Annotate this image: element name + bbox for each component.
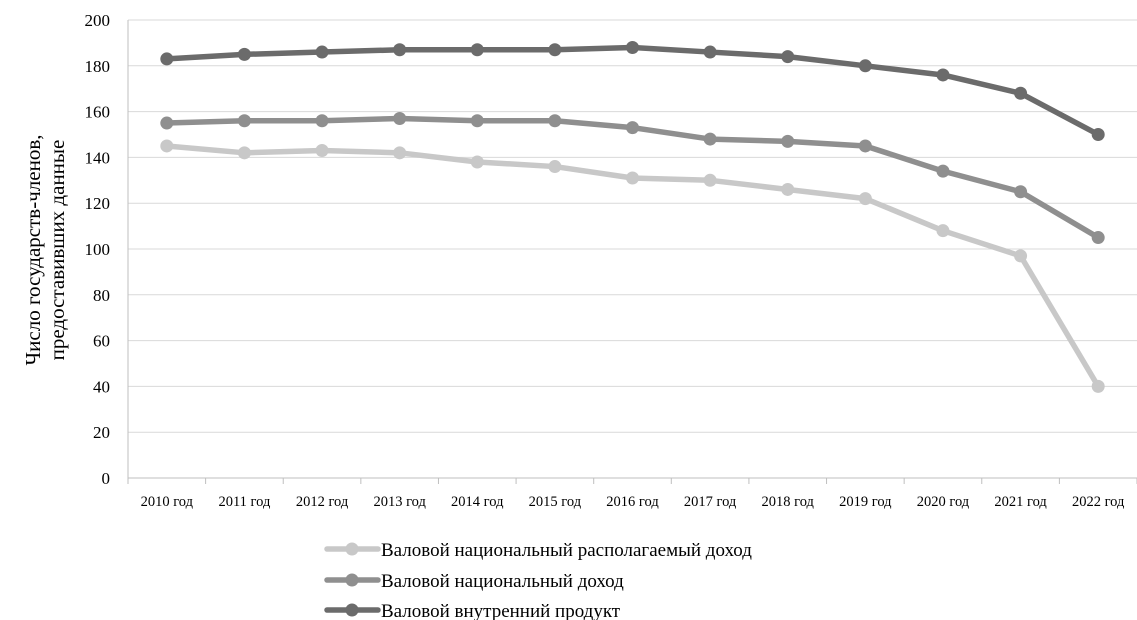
x-tick-label: 2012 год	[296, 494, 349, 510]
y-axis-title-line: предоставивших данные	[45, 140, 69, 361]
data-point	[1091, 379, 1105, 393]
x-tick-label: 2010 год	[141, 494, 194, 510]
series-3	[160, 40, 1105, 141]
legend-item: Валовой внутренний продукт	[324, 601, 621, 620]
legend-label: Валовой национальный доход	[381, 571, 624, 592]
axes	[127, 20, 1137, 484]
legend-swatch-marker	[345, 542, 359, 556]
series-2	[160, 111, 1105, 245]
y-tick-label: 200	[85, 11, 111, 30]
y-tick-label: 20	[93, 423, 110, 442]
data-point	[315, 114, 329, 128]
y-tick-label: 60	[93, 332, 110, 351]
data-point	[237, 47, 251, 61]
x-tick-label: 2013 год	[373, 494, 426, 510]
data-point	[703, 173, 717, 187]
legend-item: Валовой национальный доход	[324, 571, 624, 592]
x-tick-label: 2021 год	[994, 494, 1047, 510]
data-point	[160, 52, 174, 66]
data-point	[626, 121, 639, 135]
x-tick-labels: 2010 год 2011 год 2012 год 2013 год 2014 год…	[141, 494, 1125, 510]
data-point	[470, 43, 484, 57]
data-point	[160, 116, 174, 130]
data-point	[1091, 231, 1105, 245]
data-point	[858, 139, 872, 153]
data-point	[548, 160, 562, 174]
x-tick-label: 2011 год	[218, 494, 271, 510]
data-point	[393, 111, 407, 125]
data-point	[315, 45, 329, 59]
y-tick-label: 180	[85, 57, 111, 76]
data-point	[1014, 185, 1028, 199]
x-tick-label: 2016 год	[606, 494, 659, 510]
data-point	[470, 155, 484, 169]
legend-swatch-marker	[345, 573, 359, 587]
series-lines	[160, 40, 1105, 393]
data-point	[626, 171, 639, 185]
y-tick-label: 100	[85, 240, 111, 259]
data-point	[703, 132, 717, 146]
y-axis-title-line: Число государств-членов,	[21, 135, 45, 366]
data-point	[548, 114, 562, 128]
x-tick-label: 2017 год	[684, 494, 737, 510]
data-point	[160, 139, 174, 153]
data-point	[393, 43, 407, 57]
data-point	[470, 114, 484, 128]
data-point	[626, 40, 639, 54]
data-point	[1014, 249, 1028, 263]
data-point	[1014, 86, 1028, 100]
legend-item: Валовой национальный располагаемый доход	[324, 540, 752, 561]
y-tick-labels: 0 20 40 60 80 100 120 140 160 180 200	[85, 11, 111, 488]
data-point	[703, 45, 717, 59]
y-tick-label: 40	[93, 377, 110, 396]
data-point	[936, 164, 950, 178]
x-tick-label: 2022 год	[1072, 494, 1125, 510]
data-point	[237, 146, 251, 160]
x-tick-label: 2018 год	[762, 494, 815, 510]
data-point	[936, 68, 950, 82]
x-tick-label: 2020 год	[917, 494, 970, 510]
data-point	[237, 114, 251, 128]
legend: Валовой национальный располагаемый доход…	[324, 540, 752, 620]
data-point	[936, 224, 950, 238]
legend-label: Валовой внутренний продукт	[381, 601, 621, 620]
data-point	[315, 144, 329, 158]
data-point	[1091, 128, 1105, 141]
y-tick-label: 0	[102, 469, 111, 488]
y-tick-label: 80	[93, 286, 110, 305]
data-point	[781, 50, 795, 64]
x-tick-label: 2014 год	[451, 494, 504, 510]
y-tick-label: 140	[85, 148, 111, 167]
legend-swatch-marker	[345, 603, 359, 617]
series-1	[160, 139, 1105, 393]
y-axis-label: Число государств-членов,предоставивших д…	[21, 135, 69, 366]
x-tick-label: 2019 год	[839, 494, 892, 510]
x-tick-label: 2015 год	[529, 494, 582, 510]
data-point	[548, 43, 562, 57]
data-point	[781, 134, 795, 148]
legend-label: Валовой национальный располагаемый доход	[381, 540, 752, 561]
data-point	[781, 182, 795, 196]
y-tick-label: 120	[85, 194, 111, 213]
y-tick-label: 160	[85, 103, 111, 122]
data-point	[858, 192, 872, 206]
data-point	[858, 59, 872, 73]
y-axis-title: Число государств-членов,предоставивших д…	[21, 135, 69, 366]
data-point	[393, 146, 407, 160]
gridlines	[128, 19, 1137, 433]
